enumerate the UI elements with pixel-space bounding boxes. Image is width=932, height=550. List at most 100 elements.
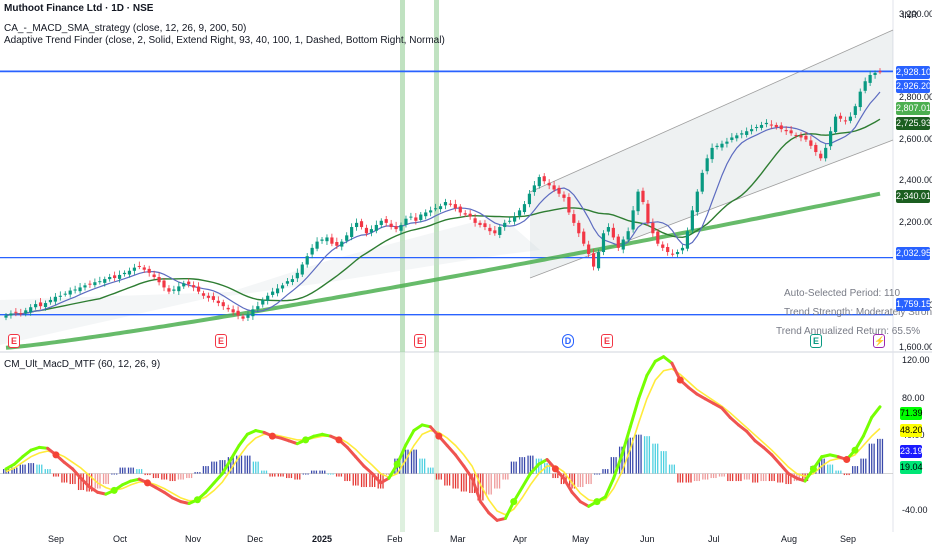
candle-body	[246, 314, 250, 318]
event-marker[interactable]: ⚡	[873, 334, 886, 348]
macd-histogram-bar	[673, 464, 676, 474]
time-axis-tick: Nov	[185, 534, 202, 544]
event-marker[interactable]: E	[8, 334, 20, 348]
candle-body	[483, 223, 487, 228]
macd-histogram-bar	[435, 473, 438, 480]
macd-line-segment	[470, 476, 482, 504]
lower-pane-title[interactable]: CM_Ult_MacD_MTF (60, 12, 26, 9)	[4, 359, 161, 370]
macd-histogram-bar	[654, 443, 656, 474]
macd-histogram-bar	[61, 473, 63, 483]
macd-histogram-bar	[831, 464, 834, 474]
time-axis-tick: Sep	[48, 534, 65, 544]
macd-histogram-bar	[607, 469, 609, 474]
macd-line-segment	[212, 472, 224, 485]
macd-line-segment	[362, 464, 374, 476]
macd-histogram-bar	[787, 473, 790, 485]
macd-value-tag: 19.04	[900, 461, 923, 474]
event-marker[interactable]: E	[414, 334, 426, 348]
candle-body	[532, 185, 536, 193]
macd-histogram-bar	[827, 464, 829, 474]
macd-histogram-bar	[113, 473, 115, 475]
candle-body	[582, 231, 586, 244]
macd-histogram-bar	[429, 467, 432, 474]
macd-histogram-bar	[177, 473, 180, 480]
macd-histogram-bar	[41, 464, 43, 474]
macd-cross-dot	[435, 432, 443, 440]
candle-body	[127, 270, 132, 275]
macd-histogram-bar	[91, 473, 93, 492]
macd-histogram-bar	[818, 458, 821, 474]
price-axis-tick: 2,400.00	[899, 175, 932, 186]
macd-line-segment	[87, 485, 100, 494]
indicator-legend-macd-sma[interactable]: CA_-_MACD_SMA_strategy (close, 12, 26, 9…	[4, 23, 247, 34]
macd-line-group	[4, 355, 882, 522]
macd-line-segment	[612, 453, 624, 480]
macd-line-segment	[220, 458, 233, 476]
macd-value-tag: 23.19	[900, 445, 923, 458]
macd-histogram-bar	[862, 458, 865, 474]
macd-line-segment	[653, 355, 666, 363]
macd-histogram-bar	[610, 457, 612, 474]
event-marker[interactable]: D	[562, 334, 574, 348]
macd-cross-dot	[52, 451, 60, 459]
chart-title: Muthoot Finance Ltd · 1D · NSE	[4, 3, 154, 14]
macd-histogram-bar	[271, 473, 274, 477]
candle-body	[527, 193, 532, 205]
macd-cross-dot	[851, 446, 859, 454]
event-marker[interactable]: E	[215, 334, 227, 348]
macd-line-segment	[154, 486, 166, 494]
macd-histogram-bar	[507, 473, 509, 480]
macd-axis-tick: -40.00	[902, 504, 928, 515]
candle-body	[690, 210, 694, 231]
macd-histogram-bar	[423, 458, 426, 474]
macd-histogram-bar	[785, 473, 787, 485]
candle-body	[784, 129, 788, 132]
macd-histogram-bar	[548, 463, 551, 474]
candle-body	[167, 288, 171, 292]
candle-body	[340, 241, 344, 247]
candle-body	[631, 210, 635, 230]
macd-histogram-bar	[532, 455, 534, 474]
highlight-band	[434, 0, 439, 352]
event-marker[interactable]: E	[601, 334, 613, 348]
candle-body	[93, 282, 97, 286]
candle-body	[354, 222, 359, 228]
event-marker[interactable]: E	[810, 334, 822, 348]
macd-histogram-bar	[463, 473, 465, 492]
candle-body	[251, 309, 255, 317]
macd-line-segment	[712, 401, 724, 410]
macd-histogram-bar	[107, 473, 109, 485]
candle-body	[799, 135, 803, 138]
macd-histogram-bar	[249, 455, 251, 474]
macd-histogram-bar	[180, 473, 182, 480]
macd-histogram-bar	[146, 473, 149, 476]
macd-histogram-bar	[593, 473, 596, 475]
macd-histogram-bar	[621, 446, 623, 474]
macd-line-segment	[520, 472, 532, 490]
macd-line-segment	[4, 462, 16, 471]
macd-histogram-bar	[571, 473, 573, 489]
macd-histogram-bar	[124, 467, 126, 474]
macd-line-segment	[71, 467, 83, 480]
macd-histogram-bar	[602, 469, 604, 474]
macd-histogram-bar	[454, 473, 457, 489]
macd-histogram-bar	[44, 469, 46, 474]
macd-histogram-bar	[47, 469, 49, 474]
macd-histogram-bar	[588, 473, 590, 485]
macd-histogram-bar	[632, 437, 634, 474]
indicator-legend-trend-finder[interactable]: Adaptive Trend Finder (close, 2, Solid, …	[4, 35, 445, 46]
candle-body	[794, 134, 798, 136]
macd-histogram-bar	[760, 473, 762, 482]
macd-histogram-bar	[246, 455, 249, 474]
macd-line-segment	[404, 429, 416, 448]
candle-body	[448, 203, 453, 205]
macd-line-segment	[204, 481, 216, 494]
macd-histogram-bar	[712, 473, 715, 479]
price-axis-tick: 2,200.00	[899, 216, 932, 227]
candle-body	[271, 291, 275, 295]
macd-line-segment	[870, 405, 882, 419]
price-tag: 1,759.15	[896, 298, 932, 311]
macd-histogram-bar	[465, 473, 467, 492]
candle-body	[754, 127, 759, 129]
